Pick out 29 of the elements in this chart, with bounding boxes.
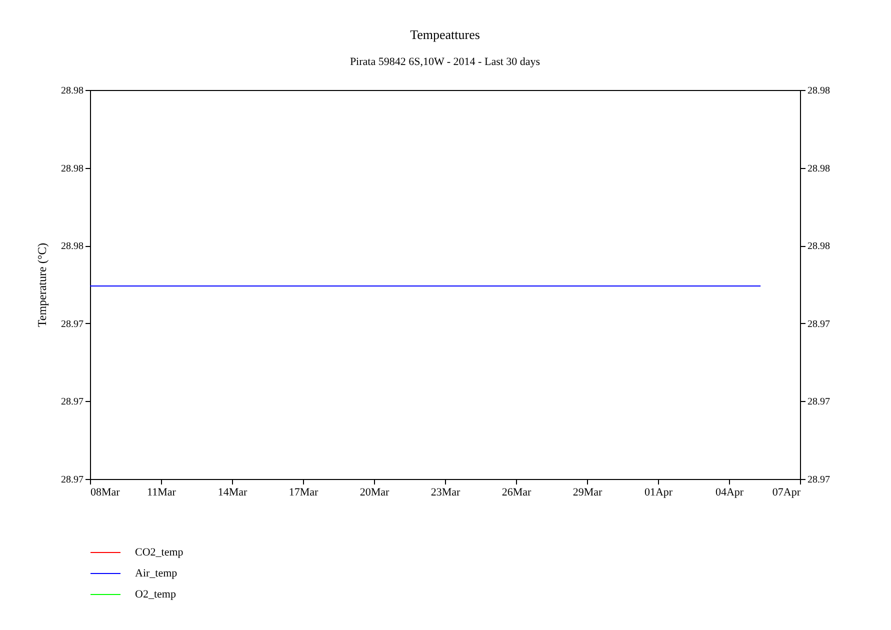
- x-tick-label: 08Mar: [90, 486, 120, 498]
- legend-label: Air_temp: [135, 568, 178, 580]
- y-tick-label: 28.98: [61, 163, 84, 174]
- legend-label: O2_temp: [135, 588, 176, 600]
- y2-tick-label: 28.97: [808, 396, 830, 408]
- chart-subtitle: Pirata 59842 6S,10W - 2014 - Last 30 days: [350, 56, 540, 68]
- chart-title: Tempeattures: [410, 27, 480, 42]
- x-tick-label: 07Apr: [772, 486, 801, 498]
- x-tick-label: 29Mar: [572, 486, 602, 498]
- y-tick-label: 28.97: [61, 396, 84, 408]
- y2-tick-label: 28.98: [808, 163, 830, 174]
- x-tick-label: 11Mar: [147, 486, 176, 498]
- y-tick-label: 28.97: [61, 318, 84, 330]
- y-tick-label: 28.98: [61, 241, 84, 252]
- x-tick-label: 26Mar: [502, 486, 532, 498]
- y2-tick-label: 28.98: [808, 241, 830, 252]
- y-tick-label: 28.97: [61, 474, 84, 486]
- legend-label: CO2_temp: [135, 546, 184, 558]
- x-tick-label: 23Mar: [430, 486, 460, 498]
- x-tick-label: 20Mar: [360, 486, 390, 498]
- x-tick-label: 17Mar: [288, 486, 318, 498]
- x-tick-label: 14Mar: [218, 486, 248, 498]
- x-tick-label: 04Apr: [715, 486, 744, 498]
- y-axis-title: Temperature (°C): [35, 242, 49, 328]
- y-tick-label: 28.98: [61, 86, 84, 96]
- x-tick-label: 01Apr: [644, 486, 673, 498]
- y2-tick-label: 28.97: [808, 474, 830, 486]
- y2-tick-label: 28.98: [808, 86, 830, 96]
- y2-tick-label: 28.97: [808, 318, 830, 330]
